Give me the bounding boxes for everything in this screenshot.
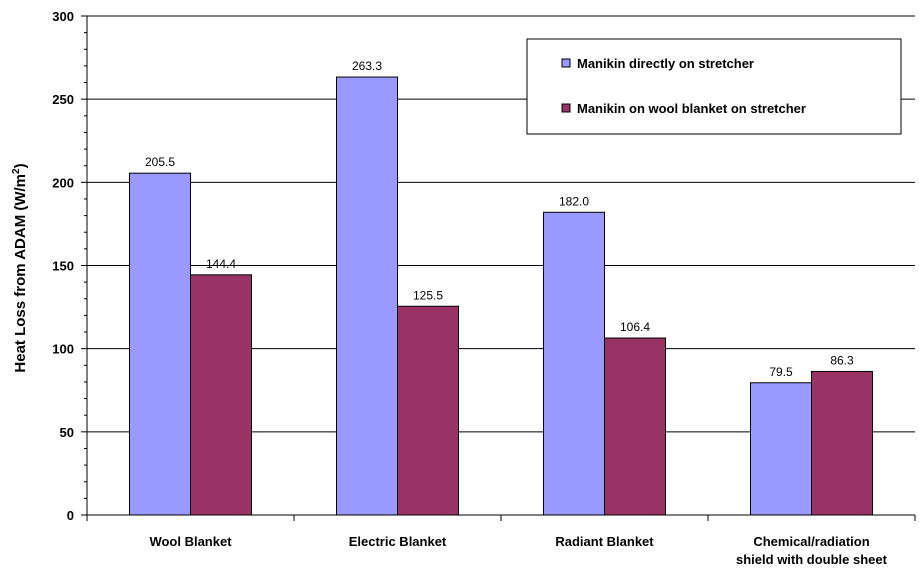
y-axis-title-suffix: ) bbox=[12, 163, 29, 168]
y-tick-label-1: 50 bbox=[60, 425, 74, 440]
y-tick-label-6: 300 bbox=[52, 9, 74, 24]
axes: 0 50 100 150 200 250 300 Wool Blanket Electric B… bbox=[52, 9, 916, 567]
x-category-label-2: Radiant Blanket bbox=[555, 534, 654, 549]
y-axis-title: Heat Loss from ADAM (W/m2) bbox=[11, 163, 29, 372]
data-label-s0-c3: 79.5 bbox=[769, 365, 793, 379]
y-tick-label-3: 150 bbox=[52, 259, 74, 274]
x-category-label-line: Wool Blanket bbox=[149, 534, 232, 549]
bar-s1-c3 bbox=[811, 370, 873, 516]
bar-s0-c2 bbox=[543, 211, 605, 516]
legend-box bbox=[526, 38, 902, 135]
bar-s1-c1 bbox=[397, 305, 459, 516]
x-category-label-line: Electric Blanket bbox=[349, 534, 447, 549]
data-label-s0-c2: 182.0 bbox=[559, 194, 589, 208]
y-axis-title-main: Heat Loss from ADAM (W/m bbox=[12, 174, 29, 373]
data-label-s1-c2: 106.4 bbox=[620, 320, 650, 334]
y-tick-label-4: 200 bbox=[52, 175, 74, 190]
x-category-label-line: Radiant Blanket bbox=[555, 534, 654, 549]
data-label-s0-c0: 205.5 bbox=[145, 155, 175, 169]
data-label-s0-c1: 263.3 bbox=[352, 59, 382, 73]
legend-label-1: Manikin on wool blanket on stretcher bbox=[577, 101, 806, 116]
y-axis-title-superscript: 2 bbox=[11, 168, 22, 174]
x-category-label-0: Wool Blanket bbox=[149, 534, 232, 549]
bar-s0-c1 bbox=[336, 76, 398, 516]
x-category-label-line: shield with double sheet bbox=[736, 552, 888, 567]
legend-swatch-1 bbox=[561, 103, 571, 113]
x-category-label-1: Electric Blanket bbox=[349, 534, 447, 549]
y-tick-label-0: 0 bbox=[67, 508, 74, 523]
data-labels: 205.5 263.3 182.0 79.5 144.4 125.5 106.4 86.3 bbox=[145, 59, 854, 379]
bar-s0-c3 bbox=[750, 382, 812, 516]
legend: Manikin directly on stretcher Manikin on … bbox=[526, 38, 902, 135]
data-label-s1-c1: 125.5 bbox=[413, 288, 443, 302]
bar-s1-c0 bbox=[190, 274, 252, 516]
y-tick-label-5: 250 bbox=[52, 92, 74, 107]
x-category-label-3: Chemical/radiation shield with double she… bbox=[736, 534, 888, 567]
bar-s0-c0 bbox=[129, 172, 191, 516]
bar-s1-c2 bbox=[604, 337, 666, 516]
data-label-s1-c3: 86.3 bbox=[830, 353, 854, 367]
y-tick-label-2: 100 bbox=[52, 342, 74, 357]
legend-label-0: Manikin directly on stretcher bbox=[577, 56, 754, 71]
x-category-label-line: Chemical/radiation bbox=[753, 534, 869, 549]
bars bbox=[129, 76, 873, 516]
legend-swatch-0 bbox=[561, 58, 571, 68]
data-label-s1-c0: 144.4 bbox=[206, 257, 236, 271]
